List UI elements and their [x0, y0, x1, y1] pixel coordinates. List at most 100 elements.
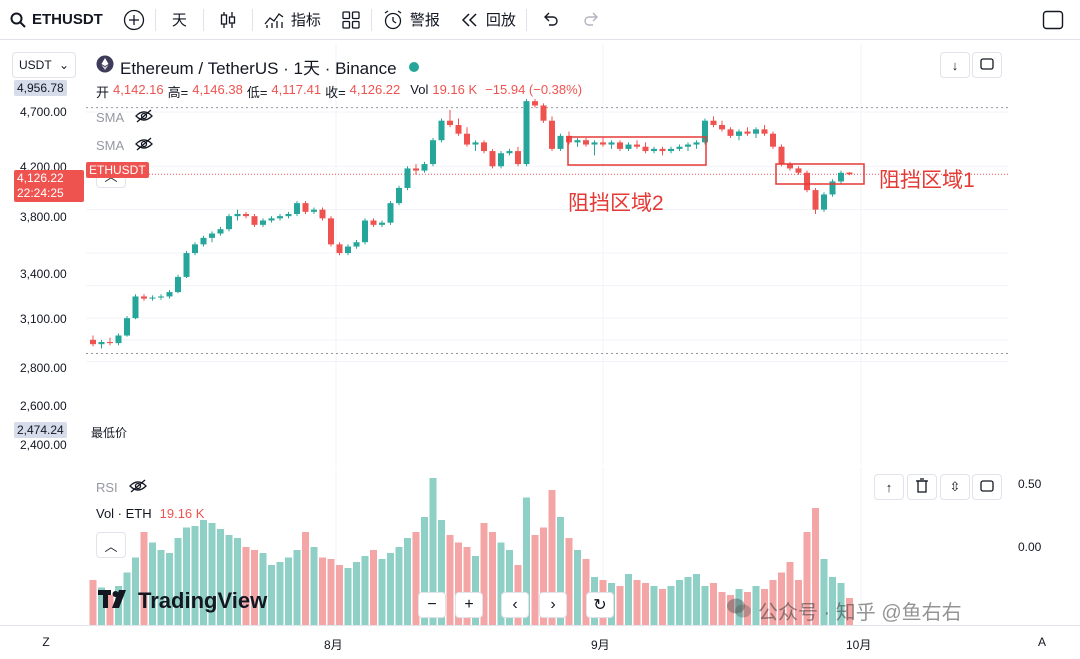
resistance-zone-1-box: [775, 163, 865, 185]
redo-button[interactable]: [573, 0, 611, 40]
volume-bar: [242, 547, 250, 625]
pane-maximize-button[interactable]: [972, 52, 1002, 78]
volume-bar: [744, 592, 751, 625]
square-icon: [1042, 10, 1064, 30]
eye-hidden-icon[interactable]: [128, 478, 148, 497]
candle-body: [464, 133, 470, 145]
volume-bar: [455, 542, 462, 625]
candle-body: [506, 151, 513, 154]
chevron-right-icon: ›: [550, 596, 556, 613]
sma-indicator-2[interactable]: SMA: [96, 136, 154, 155]
price-label: 2,600.00: [20, 399, 67, 413]
volume-bar: [795, 580, 802, 625]
low-price-badge: 2,474.24: [14, 422, 67, 438]
rsi-indicator[interactable]: RSI: [96, 478, 148, 497]
volume-bar: [786, 562, 794, 625]
zoom-in-button[interactable]: +: [455, 592, 483, 618]
volume-bar: [659, 589, 666, 625]
undo-icon: [541, 12, 559, 28]
candle-body: [481, 142, 487, 152]
candle-body: [804, 172, 810, 191]
volume-bar: [633, 580, 641, 625]
candle-body: [617, 142, 623, 149]
move-pane-up-button[interactable]: ↑: [874, 474, 904, 500]
indicators-button[interactable]: 指标: [253, 0, 331, 40]
volume-bar: [310, 547, 318, 625]
volume-bar: [752, 586, 760, 625]
alarm-clock-icon: [382, 9, 404, 31]
candle-body: [770, 133, 776, 147]
lower-axis-label: 0.00: [1018, 540, 1042, 554]
candle-body: [761, 129, 768, 134]
volume-bar: [684, 577, 692, 625]
sma-label: SMA: [96, 138, 125, 153]
candle-body: [336, 244, 343, 254]
price-label: 3,800.00: [20, 210, 67, 224]
countdown: 22:24:25: [17, 186, 64, 200]
price-label: 3,100.00: [20, 312, 67, 326]
volume-bar: [778, 572, 785, 625]
lower-axis-label: 0.50: [1018, 477, 1042, 491]
candle-body: [583, 140, 589, 145]
symbol-name: ETHUSDT: [32, 11, 103, 28]
delete-pane-button[interactable]: [907, 474, 937, 500]
alert-button[interactable]: 警报: [372, 0, 450, 40]
high-label: 高=: [167, 85, 189, 100]
zoom-out-button[interactable]: −: [418, 592, 446, 618]
eye-hidden-icon[interactable]: [134, 136, 154, 155]
candle-body: [234, 213, 241, 217]
scroll-right-button[interactable]: ›: [539, 592, 567, 618]
volume-bar: [582, 559, 590, 625]
volume-bar: [718, 592, 726, 625]
eye-hidden-icon[interactable]: [134, 108, 154, 127]
toolbar-divider: [370, 8, 372, 31]
fullscreen-button[interactable]: [1026, 0, 1080, 40]
undo-button[interactable]: [527, 0, 573, 40]
currency-label: USDT: [19, 58, 52, 72]
current-price: 4,126.22: [17, 171, 64, 185]
currency-selector[interactable]: USDT ⌄: [12, 52, 76, 78]
chart-legend: Ethereum / TetherUS · 1天 · Binance: [96, 54, 419, 79]
pane-down-button[interactable]: ↓: [940, 52, 970, 78]
candle-body: [472, 142, 479, 145]
time-axis[interactable]: Z 8月 9月 10月 A: [0, 625, 1080, 659]
candle-body: [268, 218, 275, 221]
candle-body: [693, 142, 700, 145]
reset-chart-button[interactable]: ↻: [586, 592, 614, 618]
volume-bar: [701, 586, 709, 625]
candlestick-chart[interactable]: [86, 44, 1008, 465]
chart-type-button[interactable]: [204, 0, 252, 40]
layout-button[interactable]: [331, 0, 371, 40]
collapse-pane-button[interactable]: ⇳: [940, 474, 970, 500]
volume-bar: [642, 583, 649, 625]
search-icon: [10, 12, 26, 28]
candle-body: [115, 335, 122, 344]
tradingview-logo[interactable]: TradingView: [98, 588, 267, 614]
volume-bar: [846, 598, 853, 625]
interval-button[interactable]: 天: [156, 0, 203, 40]
auto-scale-button[interactable]: A: [1030, 631, 1054, 653]
compare-button[interactable]: [113, 0, 155, 40]
low-label: 低=: [246, 85, 268, 100]
replay-button[interactable]: 回放: [450, 0, 526, 40]
high-value: 4,146.38: [192, 82, 243, 97]
collapse-lower-legend-button[interactable]: ︿: [96, 532, 126, 558]
lower-axis[interactable]: 0.50 0.00: [1008, 467, 1080, 625]
volume-bar: [650, 586, 658, 625]
vol-value: 19.16 K: [432, 82, 478, 97]
symbol-search[interactable]: ETHUSDT: [0, 0, 113, 40]
timezone-button[interactable]: Z: [34, 631, 58, 653]
scroll-left-button[interactable]: ‹: [501, 592, 529, 618]
volume-bar: [531, 535, 539, 625]
maximize-pane-button[interactable]: [972, 474, 1002, 500]
volume-bar: [565, 538, 573, 625]
volume-bar: [489, 532, 496, 625]
price-axis[interactable]: USDT ⌄ 4,956.78 4,700.00 4,200.00 3,800.…: [0, 44, 86, 465]
candle-body: [243, 213, 249, 217]
toolbar-divider: [202, 8, 204, 31]
candle-body: [192, 244, 198, 254]
volume-bar: [132, 557, 139, 625]
sma-indicator-1[interactable]: SMA: [96, 108, 154, 127]
candle-body: [600, 142, 606, 145]
wechat-icon: [726, 597, 752, 625]
